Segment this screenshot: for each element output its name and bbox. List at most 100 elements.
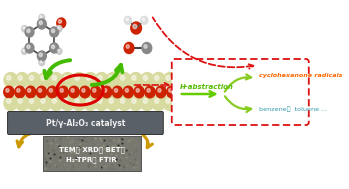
Circle shape <box>166 75 170 80</box>
Circle shape <box>29 98 34 103</box>
Circle shape <box>120 75 125 80</box>
Circle shape <box>37 19 46 29</box>
Circle shape <box>155 75 159 80</box>
Circle shape <box>18 75 22 80</box>
Circle shape <box>58 50 59 51</box>
Circle shape <box>126 45 129 48</box>
Circle shape <box>133 24 137 29</box>
Circle shape <box>104 88 107 92</box>
Circle shape <box>95 95 109 111</box>
Circle shape <box>124 43 134 53</box>
Circle shape <box>38 73 52 88</box>
Circle shape <box>39 59 45 66</box>
Circle shape <box>98 75 102 80</box>
Circle shape <box>27 45 30 49</box>
Circle shape <box>142 43 152 53</box>
Circle shape <box>52 98 57 103</box>
Circle shape <box>129 73 142 88</box>
Circle shape <box>112 86 122 98</box>
Circle shape <box>18 98 22 103</box>
Circle shape <box>91 86 101 98</box>
Circle shape <box>169 88 172 92</box>
Circle shape <box>49 88 53 92</box>
Text: cyclohexanone radicals: cyclohexanone radicals <box>259 74 342 78</box>
Circle shape <box>132 98 136 103</box>
Circle shape <box>86 75 91 80</box>
Text: benzene，  toluene ...: benzene， toluene ... <box>259 106 327 112</box>
Circle shape <box>126 18 128 21</box>
Circle shape <box>38 88 42 92</box>
Circle shape <box>80 86 90 98</box>
Circle shape <box>109 75 113 80</box>
Circle shape <box>71 88 74 92</box>
Circle shape <box>123 86 133 98</box>
Circle shape <box>7 98 11 103</box>
Circle shape <box>61 95 74 111</box>
Circle shape <box>64 75 68 80</box>
Circle shape <box>41 98 45 103</box>
Circle shape <box>141 16 148 24</box>
Circle shape <box>40 61 42 63</box>
Circle shape <box>141 95 154 111</box>
Circle shape <box>39 21 42 25</box>
Circle shape <box>23 50 25 51</box>
Circle shape <box>106 95 120 111</box>
Circle shape <box>95 73 109 88</box>
Circle shape <box>50 43 59 53</box>
Circle shape <box>58 20 61 23</box>
FancyBboxPatch shape <box>43 136 141 171</box>
Circle shape <box>92 88 96 92</box>
Circle shape <box>125 88 128 92</box>
Circle shape <box>4 73 17 88</box>
Circle shape <box>60 88 64 92</box>
Circle shape <box>72 73 86 88</box>
Circle shape <box>25 27 34 37</box>
Circle shape <box>23 27 25 29</box>
Circle shape <box>15 95 29 111</box>
Circle shape <box>50 73 63 88</box>
Circle shape <box>6 88 9 92</box>
Circle shape <box>36 86 47 98</box>
Circle shape <box>147 88 150 92</box>
Circle shape <box>39 53 42 57</box>
Circle shape <box>109 98 113 103</box>
Circle shape <box>75 75 79 80</box>
Circle shape <box>132 75 136 80</box>
Circle shape <box>152 73 165 88</box>
Circle shape <box>52 29 55 33</box>
Circle shape <box>52 75 57 80</box>
Circle shape <box>155 98 159 103</box>
Circle shape <box>15 73 29 88</box>
Circle shape <box>143 75 148 80</box>
Circle shape <box>7 75 11 80</box>
Circle shape <box>136 88 139 92</box>
Circle shape <box>37 51 46 61</box>
Text: H-abstraction: H-abstraction <box>180 84 233 90</box>
Circle shape <box>27 95 40 111</box>
Circle shape <box>58 27 59 29</box>
Circle shape <box>57 18 66 28</box>
Circle shape <box>50 95 63 111</box>
Circle shape <box>163 95 177 111</box>
Circle shape <box>134 86 144 98</box>
Circle shape <box>141 73 154 88</box>
Circle shape <box>131 22 141 34</box>
Circle shape <box>50 27 59 37</box>
Circle shape <box>22 48 27 54</box>
Circle shape <box>56 48 62 54</box>
Circle shape <box>29 75 34 80</box>
Circle shape <box>38 95 52 111</box>
Circle shape <box>41 75 45 80</box>
Circle shape <box>124 16 132 24</box>
Circle shape <box>158 88 161 92</box>
Circle shape <box>22 26 27 32</box>
Circle shape <box>84 73 97 88</box>
Circle shape <box>118 95 131 111</box>
Circle shape <box>98 98 102 103</box>
Circle shape <box>114 88 118 92</box>
Circle shape <box>15 86 25 98</box>
Circle shape <box>27 73 40 88</box>
Circle shape <box>106 73 120 88</box>
Circle shape <box>143 98 148 103</box>
Circle shape <box>142 18 145 21</box>
